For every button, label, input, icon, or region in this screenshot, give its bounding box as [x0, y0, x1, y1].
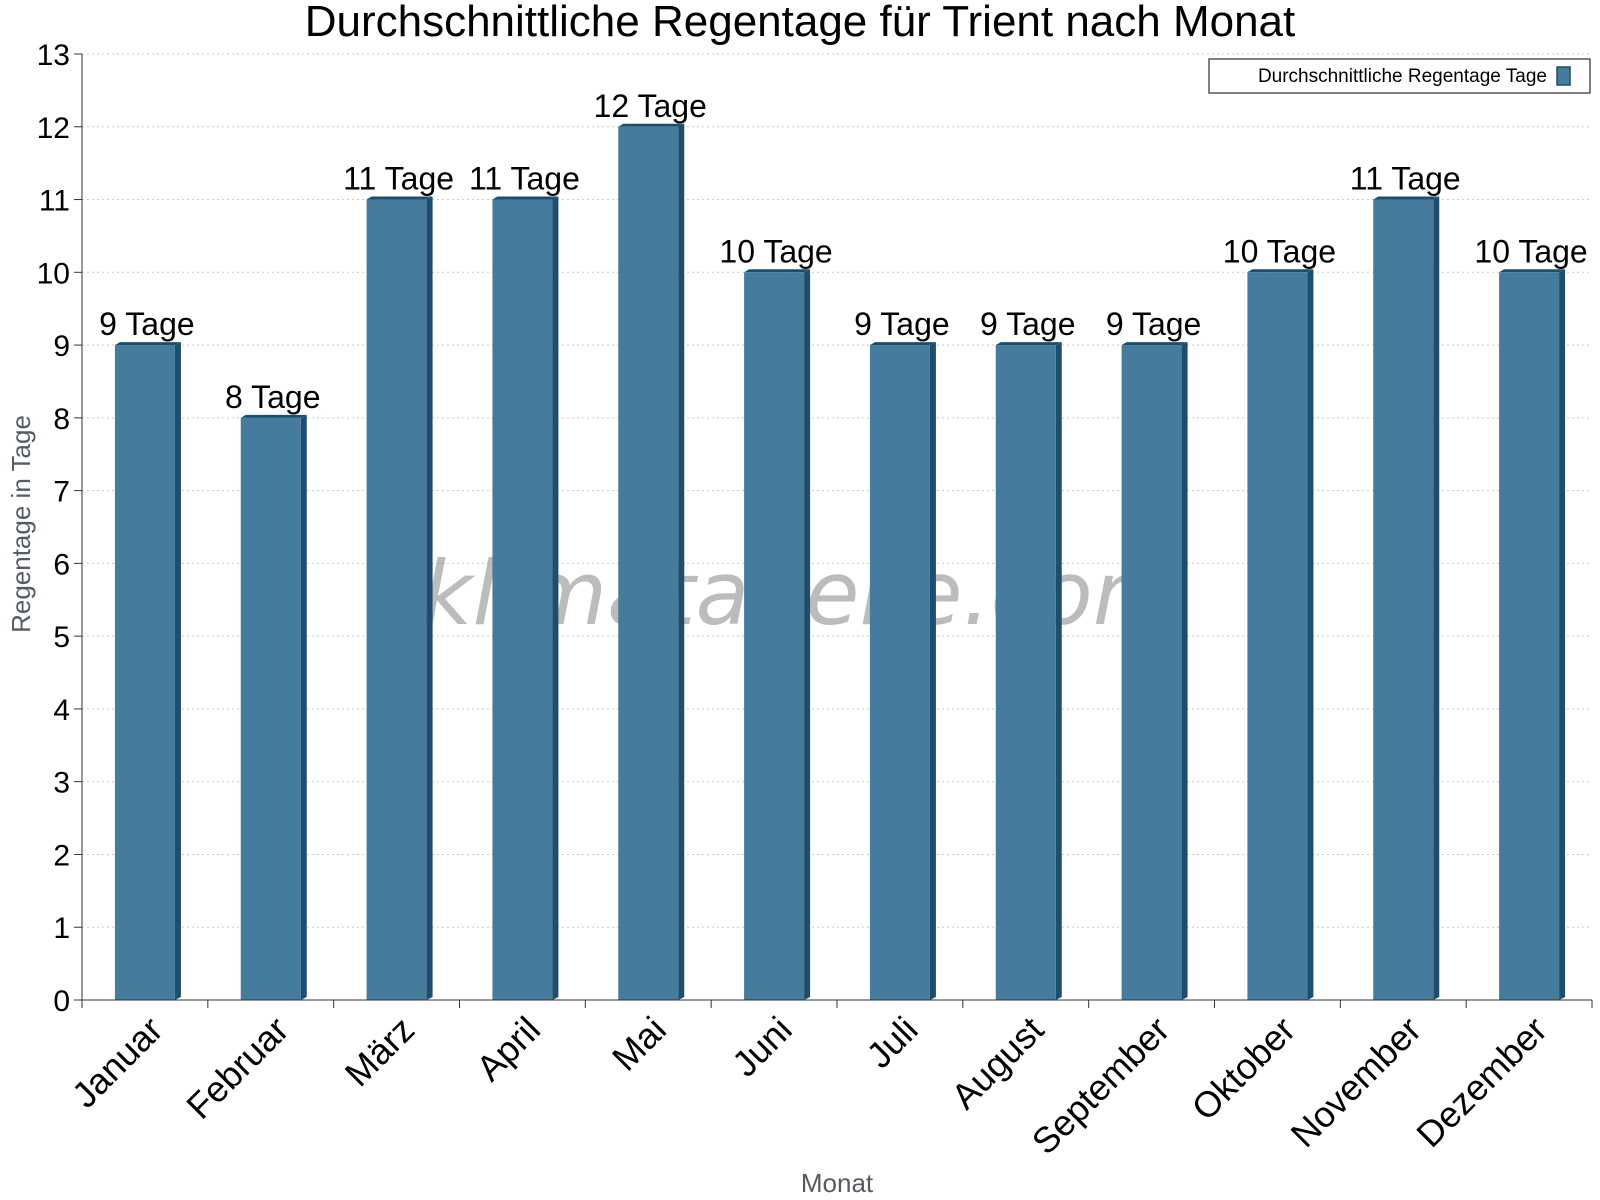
x-tick-label: Juli [858, 1009, 925, 1076]
bar [366, 196, 433, 1001]
bar [1499, 269, 1566, 1000]
x-tick-label: Mai [604, 1009, 674, 1079]
bar [492, 196, 559, 1001]
bar-top [1373, 196, 1440, 200]
bar-side [1307, 269, 1314, 1000]
bar-value-label: 8 Tage [225, 379, 321, 415]
bar-side [174, 342, 181, 1001]
bar-side [300, 414, 307, 1000]
y-tick-label: 5 [53, 621, 70, 654]
bar [114, 342, 181, 1001]
bar-top [869, 342, 936, 346]
x-tick-label: November [1282, 1009, 1428, 1155]
bar-side [929, 342, 936, 1001]
bar-side [804, 269, 811, 1000]
bar-value-label: 9 Tage [980, 306, 1076, 342]
y-tick-label: 4 [53, 694, 70, 727]
bar-value-label: 12 Tage [594, 88, 707, 124]
x-tick-label: Februar [178, 1009, 296, 1127]
legend-swatch [1556, 66, 1571, 86]
y-tick-label: 13 [37, 39, 70, 72]
y-tick-label: 10 [37, 257, 70, 290]
bar-side [1181, 342, 1188, 1001]
x-tick-label: Januar [64, 1009, 171, 1116]
bar-side [552, 196, 559, 1001]
bar-top [366, 196, 433, 200]
bar-top [995, 342, 1062, 346]
x-tick-label: April [468, 1009, 548, 1089]
bar-top [618, 123, 685, 127]
grid-lines [82, 53, 1592, 928]
bar-value-label: 11 Tage [469, 161, 580, 197]
bar [1121, 342, 1188, 1001]
bar-top [492, 196, 559, 200]
y-tick-label: 3 [53, 767, 70, 800]
bar-front [240, 417, 301, 1000]
x-tick-label: Juni [724, 1009, 800, 1085]
y-tick-label: 8 [53, 403, 70, 436]
bar-side [1433, 196, 1440, 1001]
bar [744, 269, 811, 1000]
bar-front [1373, 199, 1434, 1001]
bar-top [1499, 269, 1566, 273]
bar-side [678, 123, 685, 1001]
bar-front [492, 199, 553, 1001]
y-tick-label: 6 [53, 548, 70, 581]
bar-front [744, 272, 805, 1000]
bar-front [1499, 272, 1560, 1000]
bar-front [114, 345, 175, 1001]
bar-top [1247, 269, 1314, 273]
bar-value-label: 11 Tage [1350, 161, 1461, 197]
y-tick-label: 2 [53, 839, 70, 872]
bar-value-label: 10 Tage [1223, 233, 1336, 269]
bar [869, 342, 936, 1001]
x-tick-label: Oktober [1184, 1009, 1304, 1129]
legend: Durchschnittliche Regentage Tage [1208, 58, 1591, 94]
x-tick-label: März [337, 1009, 423, 1095]
bar-side [1055, 342, 1062, 1001]
bar-side [426, 196, 433, 1001]
bar-front [618, 126, 679, 1001]
bar-value-label: 9 Tage [1106, 306, 1202, 342]
bar [1373, 196, 1440, 1001]
bar-front [869, 345, 930, 1001]
bar-top [114, 342, 181, 346]
bar-value-label: 10 Tage [1474, 233, 1587, 269]
x-tick-label: September [1024, 1009, 1178, 1163]
x-tick-label: August [943, 1009, 1051, 1117]
bar-value-label: 9 Tage [854, 306, 950, 342]
bar [240, 414, 307, 1000]
bar-top [240, 414, 307, 418]
y-tick-label: 11 [39, 185, 70, 218]
bar-value-label: 9 Tage [99, 306, 195, 342]
y-tick-label: 12 [37, 112, 70, 145]
bar-front [366, 199, 427, 1001]
bar-front [1247, 272, 1308, 1000]
bar-front [995, 345, 1056, 1001]
legend-box [1208, 58, 1591, 94]
bar-value-label: 11 Tage [343, 161, 454, 197]
y-tick-label: 7 [53, 476, 70, 509]
chart-title: Durchschnittliche Regentage für Trient n… [305, 0, 1296, 46]
bars [114, 123, 1566, 1001]
x-tick-label: Dezember [1408, 1009, 1554, 1155]
x-axis-label: Monat [801, 1168, 874, 1198]
y-tick-label: 0 [53, 985, 70, 1018]
bar [618, 123, 685, 1001]
bar-front [1121, 345, 1182, 1001]
y-axis-label: Regentage in Tage [6, 415, 36, 633]
legend-label: Durchschnittliche Regentage Tage [1258, 66, 1547, 87]
bar-value-label: 10 Tage [719, 233, 832, 269]
bar [1247, 269, 1314, 1000]
bar-top [1121, 342, 1188, 346]
bar [995, 342, 1062, 1001]
bar-top [744, 269, 811, 273]
bar-value-labels: 9 Tage 8 Tage 11 Tage 11 Tage 12 Tage 10 Tage… [99, 88, 1588, 415]
y-tick-label: 1 [53, 912, 70, 945]
bar-side [1559, 269, 1566, 1000]
y-tick-label: 9 [53, 330, 70, 363]
